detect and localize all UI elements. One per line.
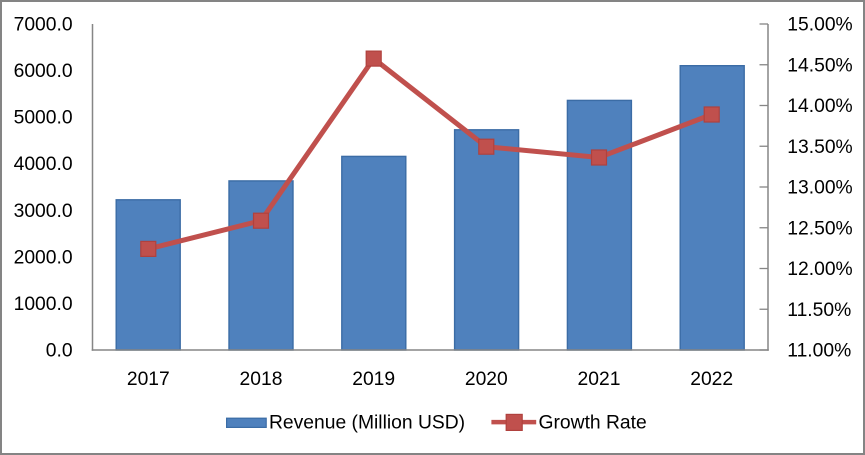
svg-text:11.50%: 11.50% <box>787 300 851 321</box>
svg-text:2018: 2018 <box>240 369 283 390</box>
svg-text:13.00%: 13.00% <box>787 178 852 199</box>
svg-text:1000.0: 1000.0 <box>14 294 73 315</box>
svg-text:12.50%: 12.50% <box>787 218 852 239</box>
svg-text:13.50%: 13.50% <box>787 137 852 158</box>
svg-text:2021: 2021 <box>578 369 621 390</box>
svg-text:2000.0: 2000.0 <box>14 247 73 268</box>
svg-text:2017: 2017 <box>127 369 170 390</box>
svg-text:11.00%: 11.00% <box>787 341 851 362</box>
svg-text:2020: 2020 <box>465 369 508 390</box>
svg-text:14.50%: 14.50% <box>787 55 852 76</box>
svg-text:15.00%: 15.00% <box>787 15 852 36</box>
svg-text:0.0: 0.0 <box>46 341 73 362</box>
svg-text:2022: 2022 <box>690 369 733 390</box>
svg-text:2019: 2019 <box>352 369 395 390</box>
svg-text:7000.0: 7000.0 <box>14 15 73 36</box>
svg-text:12.00%: 12.00% <box>787 259 852 280</box>
svg-text:Growth Rate: Growth Rate <box>539 413 647 434</box>
svg-text:4000.0: 4000.0 <box>14 154 73 175</box>
svg-text:Revenue (Million USD): Revenue (Million USD) <box>269 413 465 434</box>
svg-text:5000.0: 5000.0 <box>14 108 73 129</box>
svg-text:3000.0: 3000.0 <box>14 201 73 222</box>
svg-text:6000.0: 6000.0 <box>14 61 73 82</box>
svg-text:14.00%: 14.00% <box>787 96 852 117</box>
